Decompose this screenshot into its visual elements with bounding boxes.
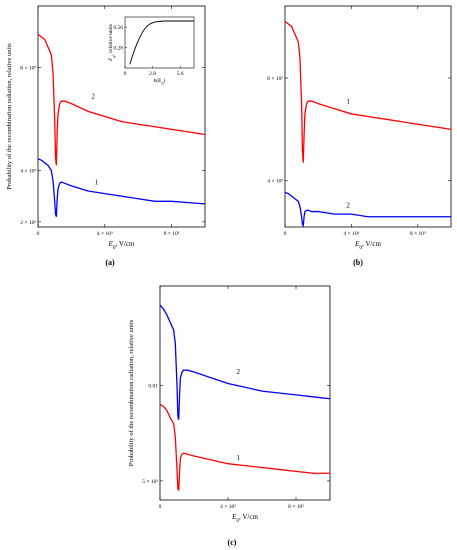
inset-y-tick-label: 0.56 <box>113 25 123 31</box>
inset-frame <box>124 16 195 69</box>
series-line-1 <box>37 158 206 217</box>
y-tick-label: 4 × 10³ <box>267 179 283 185</box>
curve-label: 1 <box>346 98 350 106</box>
y-tick-label: 8 × 10³ <box>267 76 283 82</box>
series-line-1 <box>284 20 452 163</box>
x-axis-title: E0, V/cm <box>108 240 135 251</box>
inset-y-axis-title: Fp, relative units <box>108 24 116 62</box>
inset-y-tick-label: 0.28 <box>113 46 123 52</box>
inset-chart: 0 2.8 5.6 0.28 0.56 b(E0) Fp, relative units <box>108 16 195 86</box>
y-tick-label: 4 × 10³ <box>20 168 36 174</box>
x-tick-label: 8 × 10³ <box>288 504 304 510</box>
x-tick-label: 8 × 10³ <box>410 231 426 237</box>
inset-x-tick-label: 0 <box>124 71 127 77</box>
inset-x-axis-title: b(E0) <box>154 77 166 86</box>
series-line-2 <box>159 304 331 420</box>
inset-series-line <box>129 20 194 65</box>
panel-b: 0 4 × 10³ 8 × 10³ 4 × 10³ 8 × 10³ 1 2 E0, V/cm (… <box>267 5 452 267</box>
y-tick-label: 0.01 <box>148 383 158 389</box>
x-tick-label: 4 × 10³ <box>97 231 113 237</box>
x-tick-label: 0 <box>37 231 40 237</box>
x-axis-title: E0, V/cm <box>231 513 258 524</box>
x-tick-label: 8 × 10³ <box>164 231 180 237</box>
curve-label: 1 <box>95 179 99 187</box>
plot-frame <box>284 5 452 228</box>
x-tick-label: 4 × 10³ <box>220 504 236 510</box>
inset-x-tick-label: 2.8 <box>149 71 156 77</box>
y-axis-title: Probability of the recombination radiati… <box>6 43 13 190</box>
series-line-1 <box>159 403 330 491</box>
x-tick-label: 0 <box>284 231 287 237</box>
curve-label: 2 <box>236 368 240 376</box>
plot-frame <box>159 285 331 501</box>
curve-label: 1 <box>236 454 240 462</box>
curve-label: 2 <box>91 93 95 101</box>
curve-label: 2 <box>346 202 350 210</box>
y-tick-label: 8 × 10³ <box>20 66 36 72</box>
x-axis-title: E0, V/cm <box>354 240 381 251</box>
x-tick-label: 0 <box>159 504 162 510</box>
y-tick-label: 2 × 10³ <box>20 220 36 226</box>
panel-label: (c) <box>228 538 237 547</box>
y-tick-label: 5 × 10³ <box>142 479 158 485</box>
panel-label: (a) <box>105 258 115 267</box>
panel-c: 0 4 × 10³ 8 × 10³ 5 × 10³ 0.01 2 1 E0, V/cm Prob… <box>128 285 331 547</box>
series-line-2 <box>284 191 451 228</box>
plot-frame <box>37 5 206 228</box>
series-line-2 <box>37 33 206 166</box>
panel-a: 0 4 × 10³ 8 × 10³ 2 × 10³ 4 × 10³ 8 × 10³ 2 1 E0… <box>6 5 206 267</box>
panel-label: (b) <box>353 258 363 267</box>
inset-x-tick-label: 5.6 <box>177 71 184 77</box>
x-tick-label: 4 × 10³ <box>344 231 360 237</box>
y-axis-title: Probability of the recombination radiati… <box>128 319 135 466</box>
